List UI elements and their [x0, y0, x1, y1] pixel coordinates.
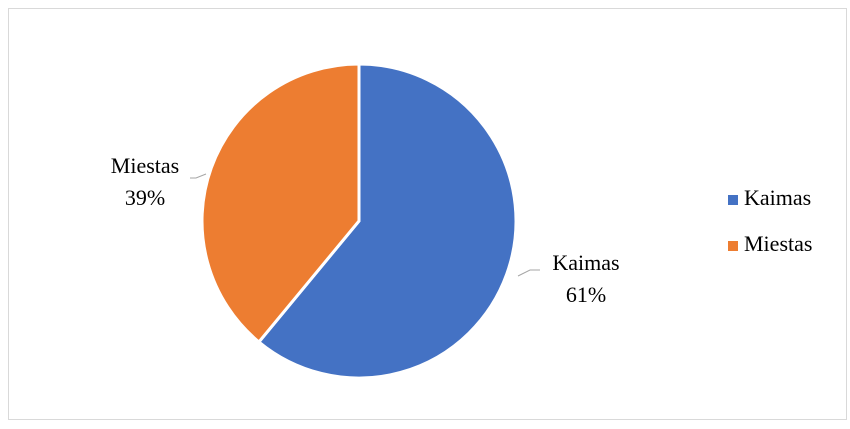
data-label-value: 61% [566, 282, 606, 307]
leader-line [190, 173, 207, 179]
data-label-name: Kaimas [552, 250, 619, 275]
legend-swatch [728, 241, 738, 251]
legend-label: Miestas [744, 231, 812, 256]
data-label-value: 39% [125, 185, 165, 210]
legend-swatch [728, 195, 738, 205]
pie-slice [200, 62, 361, 345]
pie-slice [256, 62, 518, 380]
leader-line [517, 269, 540, 277]
legend-label: Kaimas [744, 185, 811, 210]
data-label-name: Miestas [111, 153, 179, 178]
